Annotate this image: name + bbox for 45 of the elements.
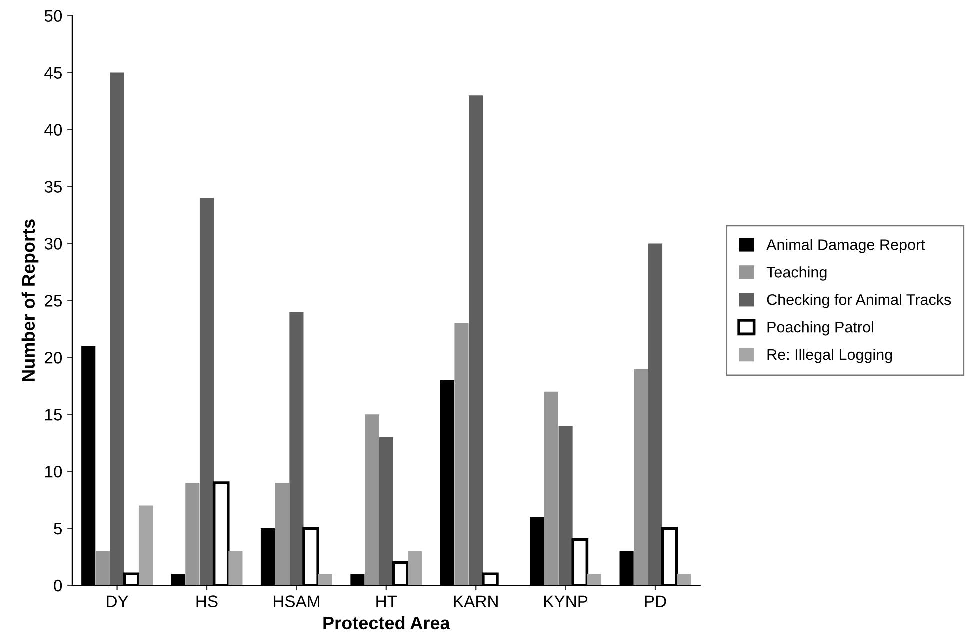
bar: [558, 426, 573, 586]
x-tick-label: HSAM: [274, 596, 320, 608]
x-tick-label: KARN: [454, 596, 498, 608]
y-tick-label: 40: [44, 124, 62, 136]
y-tick-label: 25: [45, 295, 62, 307]
x-axis-title: Protected Area: [324, 616, 450, 630]
bar: [587, 574, 602, 586]
bar: [110, 72, 124, 586]
y-tick-label: 35: [44, 181, 62, 193]
y-tick-label: 0: [54, 580, 62, 592]
bar: [96, 551, 110, 586]
x-tick-label: HS: [196, 596, 218, 608]
legend-label: Teaching: [766, 266, 827, 281]
y-tick-label: 15: [45, 409, 62, 421]
bar: [469, 96, 484, 586]
bar: [275, 482, 290, 586]
bar: [200, 198, 214, 586]
y-tick-label: 20: [45, 352, 62, 364]
x-tick-label: HT: [376, 596, 398, 608]
legend-label: Checking for Animal Tracks: [767, 294, 952, 308]
y-tick-label: 5: [54, 523, 62, 535]
bar: [648, 244, 663, 586]
bar: [454, 323, 469, 586]
y-axis-title: Number of Reports: [22, 220, 39, 382]
bar: [408, 551, 422, 586]
y-tick-label: 50: [44, 10, 62, 22]
y-tick-label: 45: [44, 67, 62, 79]
bar: [138, 506, 154, 586]
x-tick-label: DY: [107, 596, 129, 608]
bar: [290, 312, 304, 586]
bar: [379, 437, 394, 586]
y-tick-label: 30: [44, 238, 62, 250]
x-tick-label: KYNP: [544, 596, 588, 608]
bar: [228, 551, 243, 586]
bar: [318, 574, 332, 586]
legend-label: Re: Illegal Logging: [768, 348, 892, 364]
legend-label: Animal Damage Report: [766, 239, 926, 254]
legend-label: Poaching Patrol: [768, 322, 874, 336]
bar: [677, 574, 692, 586]
bar: [634, 369, 648, 586]
bar: [544, 392, 558, 586]
x-tick-label: PD: [645, 596, 666, 608]
bar: [365, 414, 380, 586]
bar: [186, 482, 200, 586]
y-tick-label: 10: [45, 466, 62, 478]
